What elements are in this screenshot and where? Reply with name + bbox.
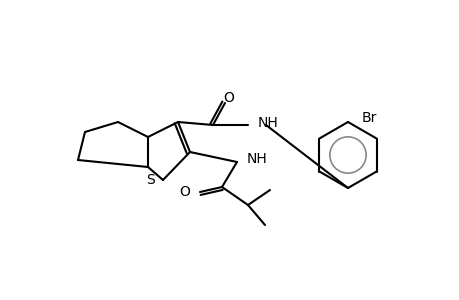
Text: Br: Br <box>361 111 376 125</box>
Text: O: O <box>223 91 234 105</box>
Text: NH: NH <box>246 152 267 166</box>
Text: NH: NH <box>257 116 278 130</box>
Text: S: S <box>146 173 155 187</box>
Text: O: O <box>179 185 190 199</box>
